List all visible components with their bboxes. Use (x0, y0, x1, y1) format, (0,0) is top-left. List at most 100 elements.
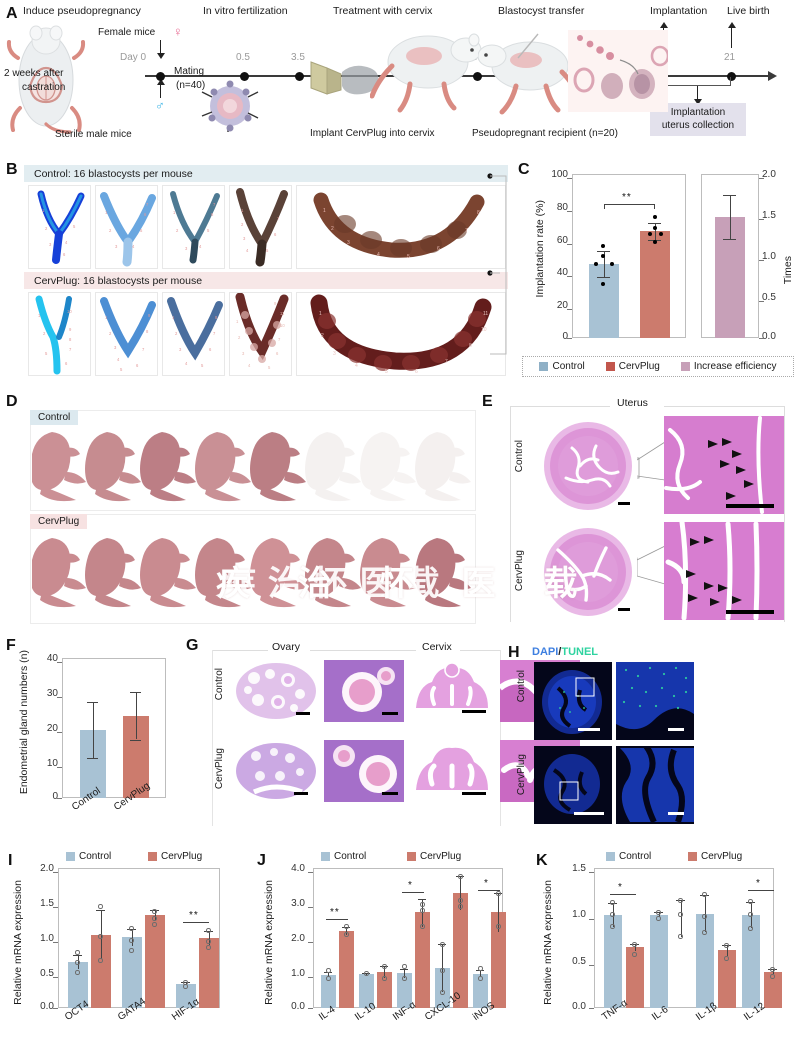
timeline-arrow-icon (768, 71, 777, 81)
panel-k-bar (650, 914, 668, 1008)
svg-text:5: 5 (201, 363, 204, 368)
panel-i-bar (91, 934, 111, 1008)
female-symbol-icon: ♀ (173, 24, 183, 39)
svg-text:3: 3 (115, 244, 118, 249)
panel-letter-f: F (6, 637, 16, 654)
svg-text:7: 7 (445, 359, 448, 365)
panel-h-title: DAPI/TUNEL (532, 646, 598, 658)
legend-swatch-cervplug (407, 852, 416, 861)
panel-i-sig-line (183, 922, 209, 923)
panel-d-pups: D Control CervPlug (0, 392, 480, 630)
svg-text:3: 3 (114, 345, 117, 350)
legend-swatch-control (606, 852, 615, 861)
panel-j-legend-cervplug: CervPlug (407, 851, 461, 862)
panel-d-control-pups (32, 432, 471, 502)
svg-text:2: 2 (45, 226, 48, 231)
svg-text:6: 6 (276, 351, 279, 356)
legend-label-control: Control (619, 851, 652, 862)
panel-c-datapoint (594, 262, 598, 266)
panel-j-ytick-3: 3.0 (291, 898, 305, 909)
legend-label-cervplug: CervPlug (701, 851, 743, 862)
svg-text:7: 7 (146, 202, 149, 207)
panel-b-row-1-header: CervPlug: 16 blastocysts per mouse (34, 274, 203, 287)
svg-text:3: 3 (333, 351, 336, 357)
svg-text:6: 6 (144, 212, 147, 217)
panel-c-ytick-4: 80 (556, 201, 568, 213)
timeline-dot-0-5 (240, 71, 249, 81)
svg-text:4: 4 (377, 252, 380, 258)
panel-k-bar (696, 913, 714, 1008)
svg-text:7: 7 (278, 337, 281, 342)
panel-d-cervplug-pups (32, 538, 471, 608)
panel-k-ytick-3: 1.5 (572, 863, 586, 874)
panel-h-title-slash: / (558, 646, 562, 658)
svg-text:8: 8 (69, 337, 72, 342)
svg-text:3: 3 (347, 240, 350, 246)
panel-c-ytick-2: 40 (556, 267, 568, 279)
panel-k-significance-0: * (618, 882, 623, 893)
panel-c-rtick-4: 2.0 (762, 169, 776, 180)
svg-text:7: 7 (69, 347, 72, 352)
panel-c-legend: Control CervPlug Increase efficiency (522, 356, 794, 377)
uterus-section-control (544, 422, 632, 510)
panel-a-title-5: Live birth (727, 5, 770, 17)
panel-k-ytick-1: 0.5 (572, 956, 586, 967)
panel-k-bar (718, 950, 736, 1008)
ovary-zoom-control (324, 660, 404, 722)
svg-text:9: 9 (274, 301, 277, 306)
cervplug-device-illustration (310, 61, 342, 95)
legend-item-control: Control (539, 361, 585, 372)
panel-c-datapoint (652, 215, 657, 219)
svg-text:5: 5 (266, 248, 269, 253)
panel-c-datapoint (601, 244, 605, 248)
svg-text:1: 1 (241, 208, 244, 213)
panel-a-title-4: Implantation (650, 5, 708, 17)
panel-b-row-1-header-bg (24, 272, 508, 289)
panel-j-bar (453, 893, 468, 1008)
panel-j-bar (473, 973, 488, 1008)
svg-text:7: 7 (277, 216, 280, 221)
svg-text:6: 6 (437, 246, 440, 252)
panel-k-bar (764, 971, 782, 1008)
svg-text:5: 5 (140, 228, 143, 233)
svg-text:5: 5 (207, 228, 210, 233)
panel-f-ytick-3: 30 (46, 688, 58, 699)
panel-k-ytick-0: 0.0 (572, 1001, 586, 1012)
panel-k-legend-control: Control (606, 851, 651, 862)
panel-b-row-0-header-bg (24, 165, 508, 182)
panel-letter-e: E (482, 393, 493, 410)
panel-b-uterine-horns: B Control: 16 blastocysts per mouse Cerv… (0, 160, 512, 385)
panel-c-datapoint (652, 226, 657, 230)
uterine-horn-image: 1 2 3 4 5 6 7 8 (162, 292, 225, 376)
collection-line-1: Implantation (670, 107, 726, 118)
legend-swatch-cervplug (688, 852, 697, 861)
panel-j-mrna-chart: J Control CervPlug Relative mRNA express… (255, 846, 520, 1063)
svg-text:2: 2 (321, 333, 324, 339)
panel-i-ytick-1: 0.5 (40, 968, 54, 979)
panel-f-endometrial-glands-chart: F Endometrial gland numbers (n) 40 30 20… (0, 636, 186, 841)
svg-text:8: 8 (477, 210, 480, 216)
panel-letter-g: G (186, 637, 199, 654)
timepoint-0: 0.5 (236, 52, 250, 63)
svg-text:1: 1 (236, 319, 239, 324)
panel-i-significance: ** (189, 910, 199, 921)
svg-text:10: 10 (481, 327, 487, 333)
svg-text:1: 1 (173, 210, 176, 215)
svg-text:4: 4 (246, 248, 249, 253)
timeline-dot-3-5-a (295, 71, 304, 81)
panel-a-mating-n-label: (n=40) (176, 80, 206, 91)
panel-k-sig-line (748, 890, 774, 891)
panel-j-bar (491, 912, 506, 1008)
svg-text:6: 6 (274, 232, 277, 237)
panel-a-title-1: In vitro fertilization (203, 5, 288, 17)
panel-f-ytick-1: 10 (46, 758, 58, 769)
panel-e-row-label-control: Control (514, 440, 525, 473)
panel-j-bar (397, 973, 412, 1008)
panel-c-ytick-0: 0 (562, 331, 568, 342)
legend-label-cervplug: CervPlug (161, 851, 203, 862)
panel-letter-d: D (6, 393, 18, 410)
legend-label-cervplug: CervPlug (420, 851, 462, 862)
svg-text:2: 2 (109, 331, 112, 336)
panel-i-legend-cervplug: CervPlug (148, 851, 202, 862)
